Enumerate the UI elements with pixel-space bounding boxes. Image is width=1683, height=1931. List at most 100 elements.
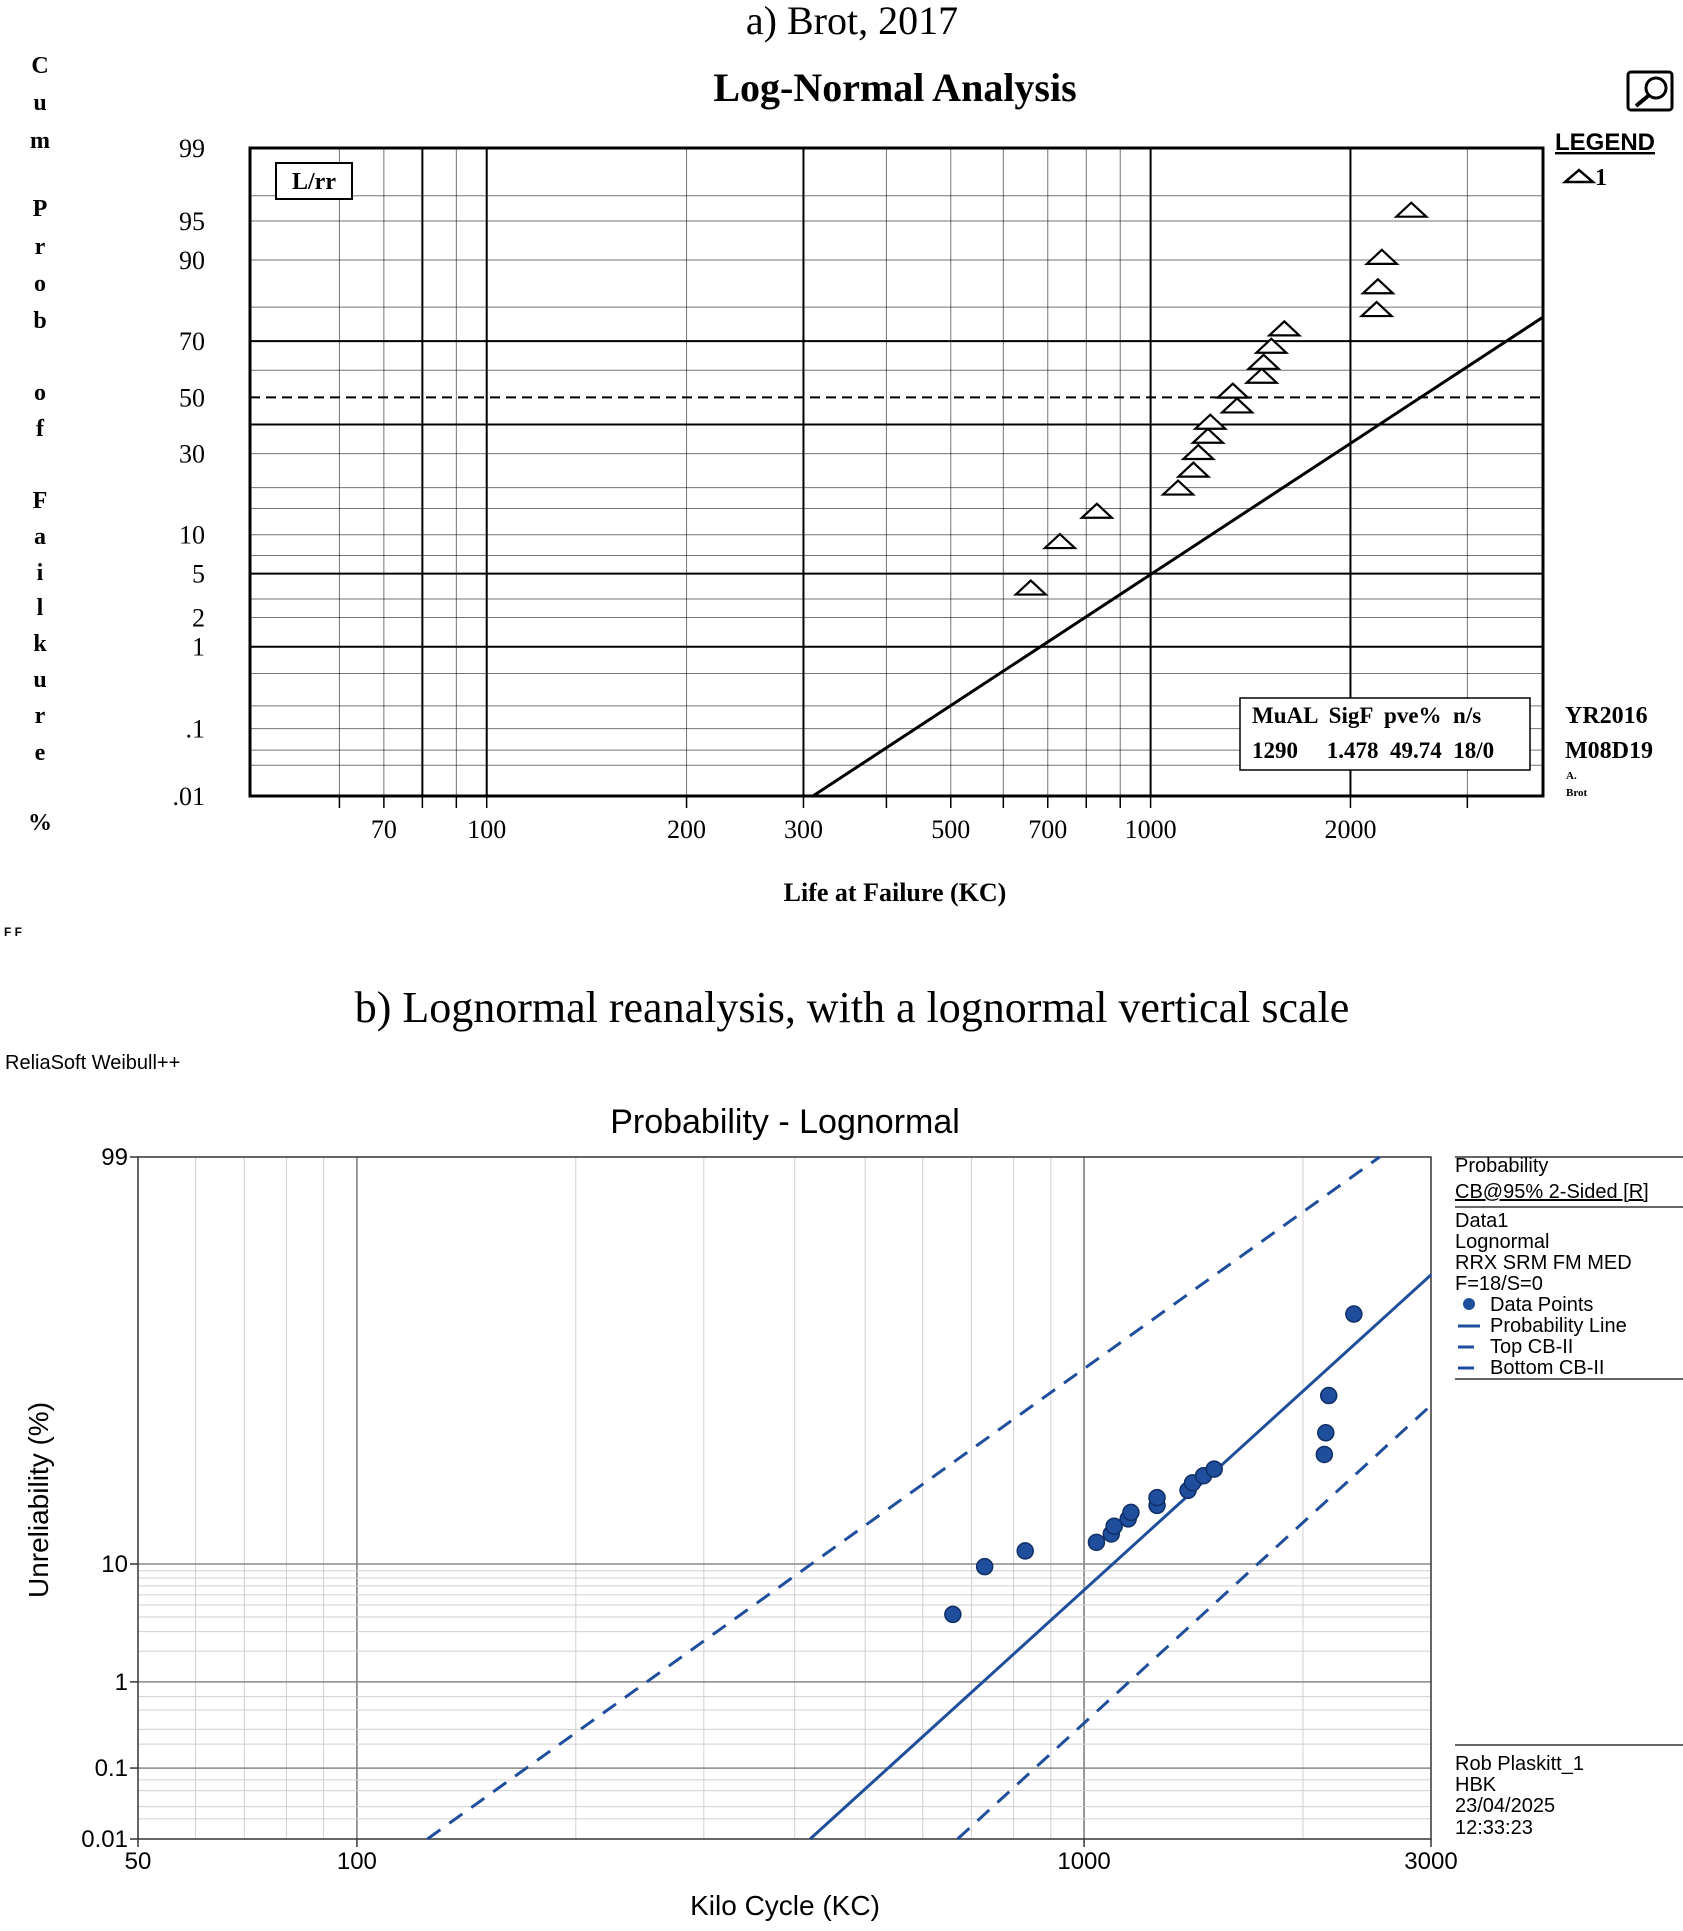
footer-line4: 12:33:23 [1455, 1817, 1533, 1839]
a-triangle-point [1013, 579, 1049, 596]
b-ytick-label: 1 [115, 1669, 128, 1696]
a-ylabel-letter: f [36, 416, 45, 442]
a-ylabel-letter: u [33, 667, 46, 693]
b-data-point [1148, 1488, 1166, 1507]
b-ytick-label: 0.01 [81, 1826, 128, 1853]
a-ylabel-letter: % [28, 810, 52, 836]
a-xtick-label: 70 [371, 815, 397, 844]
a-ytick-label: .1 [186, 715, 206, 744]
a-ylabel-letter: r [35, 234, 46, 260]
footer-line1: Rob Plaskitt_1 [1455, 1753, 1584, 1775]
a-ytick-label: 2 [192, 604, 205, 633]
panel-b-lines [426, 1155, 1433, 1841]
b-top-cb-line [426, 1155, 1381, 1841]
legend-item-points: Data Points [1490, 1294, 1593, 1316]
a-ylabel-letter: F [33, 488, 48, 514]
a-ytick-label: 10 [179, 521, 205, 550]
panel-a-xlabel: Life at Failure (KC) [784, 878, 1007, 907]
panel-a-legend-title: LEGEND [1555, 129, 1655, 156]
a-xtick-label: 2000 [1324, 815, 1376, 844]
panel-a-author-1: A. [1566, 770, 1577, 782]
a-ytick-label: 30 [179, 440, 205, 469]
a-ylabel-letter: e [35, 740, 46, 766]
legend-line1: Probability [1455, 1155, 1548, 1177]
a-triangle-point [1215, 382, 1251, 399]
a-triangle-point [1190, 427, 1226, 444]
legend-item-prob: Probability Line [1490, 1315, 1627, 1337]
a-fit-line [812, 315, 1544, 798]
a-xtick-label: 500 [931, 815, 970, 844]
a-triangle-point [1192, 413, 1229, 430]
a-ylabel-letter: m [30, 128, 50, 154]
b-data-point [975, 1557, 994, 1576]
b-data-point [944, 1605, 962, 1624]
panel-a: a) Brot, 2017 Log-Normal Analysis CumPro… [4, 0, 1674, 939]
legend-item-bottom: Bottom CB-II [1490, 1357, 1604, 1379]
panel-b-points [944, 1305, 1363, 1624]
panel-b: b) Lognormal reanalysis, with a lognorma… [5, 983, 1683, 1921]
b-ytick-label: 0.1 [95, 1755, 128, 1782]
a-xtick-label: 100 [467, 815, 506, 844]
b-data-point [1016, 1542, 1034, 1560]
panel-a-monthday: M08D19 [1565, 738, 1653, 764]
panel-a-points [1013, 201, 1430, 596]
panel-a-box-label: L/rr [292, 169, 336, 195]
a-ytick-label: 90 [179, 246, 205, 275]
a-triangle-point [1266, 319, 1303, 337]
a-triangle-point [1358, 300, 1395, 318]
a-ytick-label: 5 [192, 560, 205, 589]
panel-a-legend-label: 1 [1595, 165, 1607, 191]
b-probability-line [809, 1273, 1433, 1841]
b-xtick-label: 3000 [1404, 1848, 1457, 1875]
panel-b-legend: Probability CB@95% 2-Sided [R] Data1 Log… [1455, 1155, 1683, 1380]
b-xtick-label: 100 [337, 1848, 377, 1875]
panel-b-footer: Rob Plaskitt_1 HBK 23/04/2025 12:33:23 [1455, 1744, 1683, 1839]
a-triangle-point [1393, 201, 1430, 218]
b-data-point [1122, 1503, 1140, 1522]
panel-a-title: Log-Normal Analysis [713, 65, 1076, 110]
legend-dot-icon [1463, 1298, 1475, 1310]
b-data-point [1205, 1460, 1223, 1478]
a-triangle-point [1364, 248, 1400, 265]
panel-a-legend-item: 1 [1561, 165, 1607, 191]
a-ylabel-letter: i [37, 560, 44, 586]
panel-b-ylabel: Unreliability (%) [23, 1402, 54, 1598]
a-ylabel-letter: C [31, 53, 48, 79]
a-xtick-label: 700 [1028, 815, 1067, 844]
a-ylabel-letter: P [33, 196, 48, 222]
a-ytick-label: .01 [173, 782, 206, 811]
panel-b-ticks: 50 100 1000 3000 99 10 1 0.1 0.01 [81, 1144, 1457, 1875]
b-data-point [1087, 1533, 1106, 1552]
a-ytick-label: 70 [179, 327, 205, 356]
a-triangle-point [1160, 479, 1196, 496]
b-data-point [1315, 1445, 1334, 1464]
a-triangle-point [1243, 367, 1280, 384]
panel-b-title: Probability - Lognormal [610, 1103, 960, 1141]
panel-a-magnifier-icon[interactable] [1626, 70, 1674, 112]
b-data-point [1345, 1305, 1363, 1323]
b-data-point [1105, 1517, 1123, 1535]
panel-a-ticks: 70 100 200 300 500 700 1000 2000 99 95 90 70 50 30 10 5… [173, 134, 1469, 844]
a-ylabel-letter: b [33, 308, 46, 334]
panel-a-author-2: Brot [1566, 787, 1588, 799]
legend-line6: F=18/S=0 [1455, 1273, 1543, 1295]
panel-a-plot-frame [248, 146, 1545, 798]
a-ylabel-letter: l [37, 595, 44, 621]
panel-a-corner-mark: F F [4, 925, 22, 939]
legend-item-top: Top CB-II [1490, 1336, 1573, 1358]
legend-line2: CB@95% 2-Sided [R] [1455, 1181, 1649, 1203]
panel-a-fit-line [812, 315, 1544, 798]
a-ylabel-letter: a [34, 524, 46, 550]
a-xtick-label: 200 [667, 815, 706, 844]
a-ylabel-letter: r [35, 703, 46, 729]
legend-line3: Data1 [1455, 1210, 1508, 1232]
a-ytick-label: 99 [179, 134, 205, 163]
footer-line3: 23/04/2025 [1455, 1795, 1555, 1817]
a-ylabel-letter: o [34, 271, 46, 297]
b-data-point [1317, 1424, 1335, 1442]
panel-b-caption: b) Lognormal reanalysis, with a lognorma… [355, 983, 1350, 1032]
b-ytick-label: 99 [101, 1144, 128, 1171]
a-ylabel-letter: k [33, 631, 47, 657]
